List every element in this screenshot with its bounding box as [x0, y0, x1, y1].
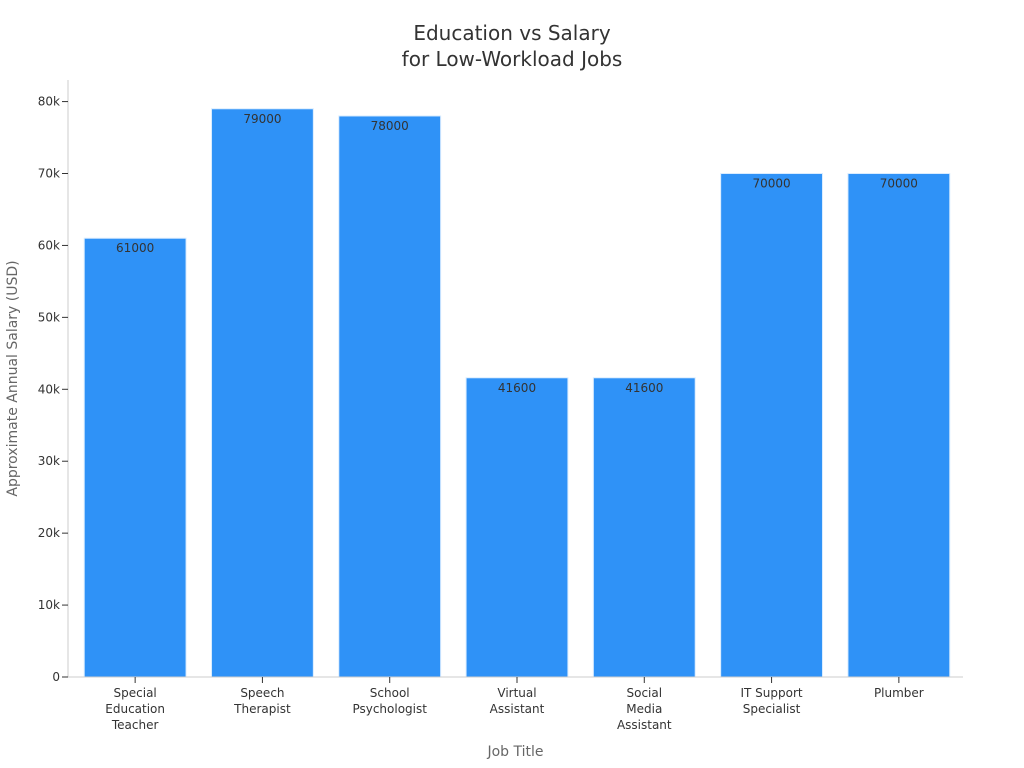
y-axis-title: Approximate Annual Salary (USD): [5, 260, 21, 496]
x-tick-label-line: Therapist: [233, 702, 291, 716]
x-tick-label: Speech Therapist: [233, 686, 291, 716]
x-axis-title: Job Title: [486, 744, 543, 760]
x-tick-label-line: Assistant: [490, 702, 545, 716]
bar[interactable]: [338, 115, 442, 678]
x-tick-label: Social Media Assistant: [617, 686, 672, 732]
bar[interactable]: [465, 377, 569, 678]
y-axis: 0 10k 20k 30k 40k 50k 60k 70k 80k Approximate Ann…: [5, 80, 69, 684]
y-tick-label: 70k: [38, 167, 60, 181]
bar-value-label: 41600: [625, 381, 663, 395]
x-tick-label-line: IT Support: [741, 686, 803, 700]
x-tick-label: IT Support Specialist: [741, 686, 803, 716]
bar-value-label: 79000: [243, 112, 281, 126]
y-tick-label: 10k: [38, 598, 60, 612]
x-tick-label-line: Teacher: [111, 718, 159, 732]
x-tick-label-line: Virtual: [497, 686, 536, 700]
y-tick-label: 60k: [38, 238, 60, 252]
bar-value-label: 78000: [371, 119, 409, 133]
data-labels: 61000 79000 78000 41600 41600 70000 70000: [116, 112, 918, 395]
bar-value-label: 41600: [498, 381, 536, 395]
bar[interactable]: [211, 108, 314, 678]
bar-value-label: 70000: [880, 177, 918, 191]
x-tick-label-line: Assistant: [617, 718, 672, 732]
x-tick-label-line: Speech: [240, 686, 284, 700]
x-tick-label: School Psychologist: [352, 686, 427, 716]
x-tick-label-line: Plumber: [874, 686, 924, 700]
bars: [83, 108, 951, 678]
y-tick-label: 30k: [38, 454, 60, 468]
y-tick-label: 0: [52, 670, 60, 684]
x-tick-label-line: Education: [105, 702, 165, 716]
x-tick-label: Plumber: [874, 686, 924, 700]
x-tick-label: Virtual Assistant: [490, 686, 545, 716]
x-tick-label-line: Psychologist: [352, 702, 427, 716]
chart-title-line: Education vs Salary: [413, 21, 611, 45]
y-tick-label: 50k: [38, 310, 60, 324]
bar[interactable]: [720, 173, 823, 678]
bar[interactable]: [592, 377, 696, 678]
x-tick-label-line: Special: [114, 686, 157, 700]
x-tick-label-line: Social: [626, 686, 662, 700]
x-axis: Special Education Teacher Speech Therapist Sc…: [68, 676, 963, 760]
chart-title-line: for Low-Workload Jobs: [402, 47, 623, 71]
x-tick-label: Special Education Teacher: [105, 686, 165, 732]
bar[interactable]: [847, 173, 951, 678]
bar[interactable]: [83, 237, 187, 678]
y-tick-label: 20k: [38, 526, 60, 540]
y-tick-label: 80k: [38, 95, 60, 109]
x-tick-label-line: Media: [626, 702, 662, 716]
bar-value-label: 70000: [752, 177, 790, 191]
x-tick-label-line: School: [370, 686, 410, 700]
x-tick-label-line: Specialist: [743, 702, 801, 716]
y-tick-label: 40k: [38, 382, 60, 396]
bar-value-label: 61000: [116, 241, 154, 255]
